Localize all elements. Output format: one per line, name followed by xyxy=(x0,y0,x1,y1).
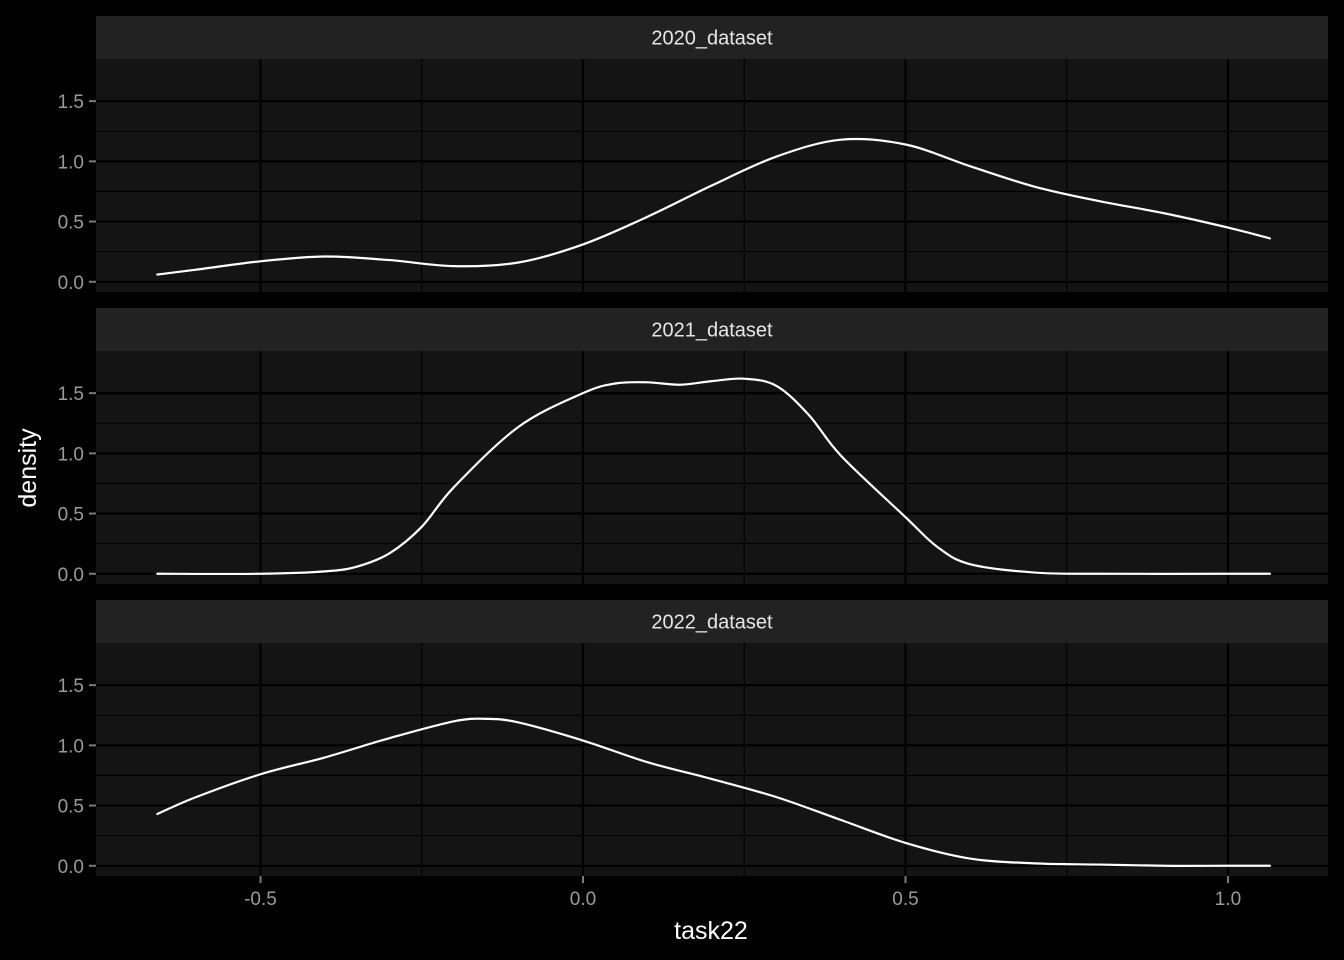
y-tick-label: 0.0 xyxy=(58,565,84,586)
y-axis-title: density xyxy=(14,428,42,508)
facet-strip xyxy=(96,600,1328,643)
x-tick-label: 1.0 xyxy=(1215,889,1241,910)
y-tick-label: 0.5 xyxy=(58,505,84,526)
x-tick-label: 0.0 xyxy=(570,889,596,910)
y-tick-label: 1.5 xyxy=(58,384,84,405)
density-line xyxy=(156,717,1272,867)
facet-panel: 2021_dataset 0.0 0.5 1.0 1.5 xyxy=(58,308,1328,586)
x-tick-label: 0.5 xyxy=(892,889,918,910)
density-line xyxy=(156,377,1272,576)
density-line xyxy=(156,137,1272,276)
y-tick-label: 1.0 xyxy=(58,736,84,757)
y-tick-label: 0.5 xyxy=(58,213,84,234)
x-axis: -0.5 0.0 0.5 1.0 xyxy=(244,876,1241,910)
panel-background xyxy=(96,351,1328,584)
y-tick-label: 1.5 xyxy=(58,676,84,697)
facet-strip xyxy=(96,308,1328,351)
x-tick-label: -0.5 xyxy=(244,889,277,910)
panel-background xyxy=(96,643,1328,876)
y-tick-label: 0.5 xyxy=(58,797,84,818)
y-tick-label: 1.5 xyxy=(58,92,84,113)
y-tick-label: 1.0 xyxy=(58,152,84,173)
panel-background xyxy=(96,59,1328,292)
facet-strip xyxy=(96,16,1328,59)
facet-panel: 2020_dataset 0.0 0.5 1.0 1.5 xyxy=(58,16,1328,294)
x-axis-title: task22 xyxy=(674,917,748,945)
facet-strip-label: 2022_dataset xyxy=(651,612,773,634)
y-tick-label: 0.0 xyxy=(58,857,84,878)
facet-strip-label: 2020_dataset xyxy=(651,28,773,50)
y-tick-label: 1.0 xyxy=(58,444,84,465)
facet-panels: 2020_dataset 0.0 0.5 1.0 1.5 2021_dataset 0.0 0… xyxy=(58,16,1328,878)
facet-panel: 2022_dataset 0.0 0.5 1.0 1.5 xyxy=(58,600,1328,878)
facet-strip-label: 2021_dataset xyxy=(651,320,773,342)
y-tick-label: 0.0 xyxy=(58,273,84,294)
